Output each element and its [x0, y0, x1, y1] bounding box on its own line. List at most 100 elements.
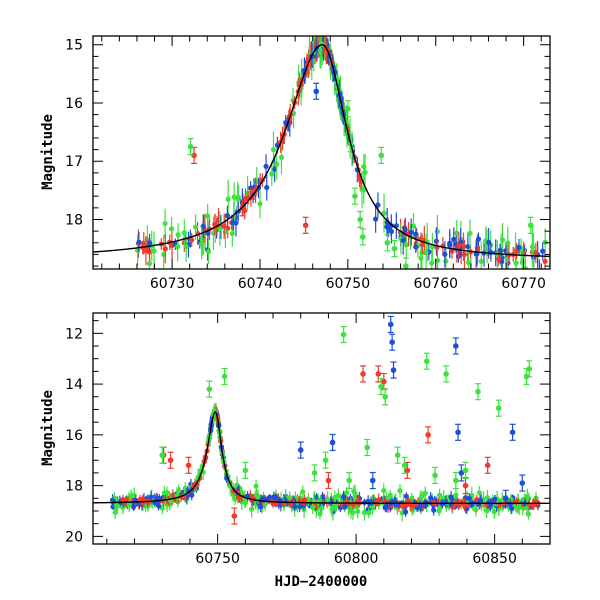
- blue-data-point: [451, 236, 457, 242]
- red-data-point: [461, 251, 468, 258]
- red-data-point: [373, 499, 380, 505]
- red-data-point: [143, 247, 149, 254]
- green-data-point: [432, 472, 438, 479]
- x-tick-label: 60770: [501, 276, 546, 292]
- green-data-point: [394, 452, 401, 458]
- green-data-point: [161, 490, 168, 496]
- blue-data-point: [439, 501, 445, 507]
- red-data-point: [542, 258, 548, 265]
- green-data-point: [361, 509, 368, 516]
- blue-data-point: [340, 494, 347, 500]
- green-data-point: [462, 467, 469, 474]
- x-tick-label: 60750: [195, 551, 240, 567]
- green-data-point: [495, 405, 502, 411]
- green-data-point: [310, 504, 316, 510]
- x-tick-label: 60760: [413, 276, 458, 292]
- blue-data-point: [387, 321, 394, 328]
- bottom-y-axis-label: Magnitude: [40, 390, 56, 466]
- blue-data-point: [433, 238, 440, 244]
- green-data-point: [249, 506, 255, 512]
- red-data-point: [514, 248, 520, 254]
- red-data-point: [496, 256, 502, 262]
- blue-data-point: [465, 243, 471, 250]
- blue-data-point: [388, 228, 395, 235]
- red-data-point: [167, 457, 174, 464]
- green-data-point: [348, 508, 354, 514]
- green-data-point: [516, 505, 522, 511]
- top-panel-ticks: 60730 60740 60750 60760 60770 15 16 17 18: [65, 36, 550, 292]
- green-data-point: [225, 196, 231, 202]
- green-data-point: [322, 457, 329, 464]
- red-data-point: [526, 501, 532, 508]
- bottom-panel-data-marks: [93, 315, 550, 525]
- x-tick-label: 60750: [326, 276, 371, 292]
- green-data-point: [222, 229, 228, 235]
- green-data-point: [199, 240, 205, 246]
- green-data-point: [364, 444, 371, 451]
- red-data-point: [356, 499, 362, 505]
- blue-data-point: [263, 163, 269, 170]
- green-data-point: [475, 388, 481, 395]
- green-data-point: [410, 223, 417, 229]
- green-data-point: [378, 383, 384, 390]
- red-data-point: [120, 496, 126, 503]
- blue-data-point: [502, 495, 509, 502]
- red-data-point: [400, 502, 406, 508]
- blue-data-point: [402, 226, 408, 233]
- blue-data-point: [516, 244, 522, 250]
- red-data-point: [140, 499, 146, 506]
- blue-data-point: [224, 212, 230, 219]
- green-data-point: [391, 245, 398, 252]
- red-data-point: [533, 250, 539, 256]
- green-data-point: [505, 240, 511, 246]
- y-tick-label: 12: [65, 326, 83, 342]
- green-data-point: [360, 234, 366, 240]
- green-data-point: [478, 258, 484, 264]
- green-data-point: [270, 147, 277, 153]
- green-data-point: [467, 230, 473, 236]
- green-data-point: [113, 502, 119, 508]
- green-data-point: [453, 492, 459, 498]
- x-tick-label: 60800: [334, 551, 379, 567]
- green-data-point: [357, 216, 363, 223]
- x-tick-label: 60850: [472, 551, 517, 567]
- green-data-point: [181, 230, 187, 236]
- blue-data-point: [369, 477, 376, 484]
- model-fit-curve: [93, 411, 550, 505]
- x-axis-label: HJD−2400000: [275, 574, 368, 590]
- green-data-point: [305, 496, 312, 503]
- green-data-point: [443, 371, 449, 377]
- blue-data-point: [390, 367, 397, 373]
- y-tick-label: 16: [65, 96, 83, 112]
- green-data-point: [522, 266, 529, 269]
- green-data-point: [468, 274, 473, 279]
- red-data-point: [360, 371, 366, 377]
- blue-data-point: [402, 509, 409, 515]
- green-data-point: [126, 502, 132, 508]
- green-data-point: [205, 213, 211, 219]
- green-data-point: [242, 467, 249, 474]
- green-data-point: [206, 386, 213, 392]
- red-data-point: [231, 513, 238, 519]
- green-data-point: [526, 366, 533, 372]
- green-data-point: [355, 508, 361, 514]
- blue-data-point: [442, 251, 448, 257]
- green-data-point: [381, 210, 387, 216]
- green-data-point: [235, 196, 241, 202]
- green-data-point: [387, 492, 393, 498]
- green-data-point: [378, 152, 385, 159]
- green-data-point: [381, 487, 387, 494]
- green-data-point: [382, 393, 389, 400]
- blue-data-point: [455, 429, 461, 436]
- blue-data-point: [136, 239, 142, 245]
- red-data-point: [301, 497, 308, 503]
- red-data-point: [456, 242, 462, 249]
- green-data-point: [151, 248, 157, 254]
- blue-data-point: [130, 504, 137, 510]
- blue-data-point: [413, 244, 419, 250]
- blue-data-point: [383, 503, 390, 510]
- y-tick-label: 15: [65, 38, 83, 54]
- blue-data-point: [342, 504, 348, 510]
- bottom-panel-ticks: 60750 60800 60850 12 14 16 18 20: [65, 313, 551, 567]
